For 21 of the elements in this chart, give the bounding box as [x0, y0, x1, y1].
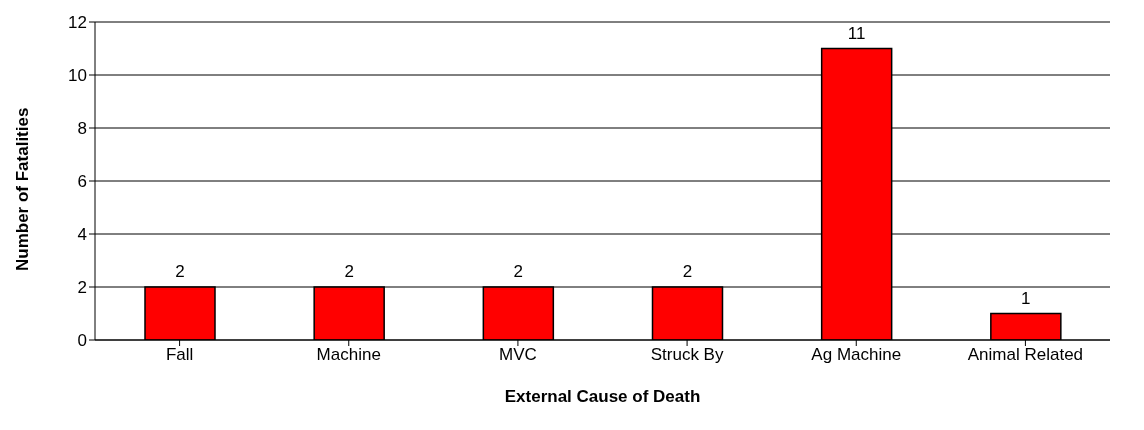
y-tick-label: 12 [68, 13, 87, 33]
y-tick-label: 6 [77, 172, 87, 192]
x-tick-label: MVC [499, 345, 537, 365]
data-label: 2 [175, 262, 185, 281]
y-tick-label: 8 [77, 119, 87, 139]
x-axis-title: External Cause of Death [504, 387, 701, 406]
y-tick-label: 4 [77, 225, 87, 245]
y-tick-label: 2 [77, 278, 87, 298]
y-tick-label: 10 [68, 66, 87, 86]
x-tick-label: Animal Related [967, 345, 1084, 365]
x-tick-label: Struck By [650, 345, 724, 365]
data-label: 2 [344, 262, 354, 281]
y-axis-title: Number of Fatalities [13, 107, 33, 271]
data-label: 11 [847, 23, 866, 43]
data-label: 1 [1021, 288, 1031, 308]
data-label: 2 [513, 262, 524, 281]
x-tick-label: Fall [165, 345, 194, 365]
y-tick-label: 0 [77, 331, 87, 351]
x-tick-label: Machine [316, 345, 381, 365]
x-tick-label: Ag Machine [811, 345, 902, 365]
data-label: 2 [682, 262, 693, 281]
